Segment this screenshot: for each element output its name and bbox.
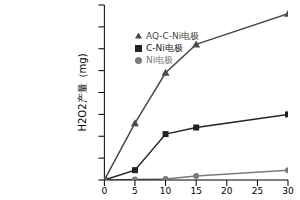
html-text:AQ-C-Ni电极: AQ-C-Ni电极 <box>146 31 200 41</box>
html-text:C-Ni电极: C-Ni电极 <box>146 43 183 53</box>
svg-text:15: 15 <box>190 186 201 196</box>
svg-text:20: 20 <box>221 186 233 196</box>
svg-text:25: 25 <box>252 186 263 196</box>
svg-text:10: 10 <box>160 186 172 196</box>
svg-text:5: 5 <box>132 186 138 196</box>
html-text:Ni电极: Ni电极 <box>146 55 174 65</box>
svg-text:30: 30 <box>282 186 292 196</box>
svg-text:H2O2产量（mg): H2O2产量（mg) <box>77 53 88 131</box>
svg-text:0: 0 <box>101 186 107 196</box>
